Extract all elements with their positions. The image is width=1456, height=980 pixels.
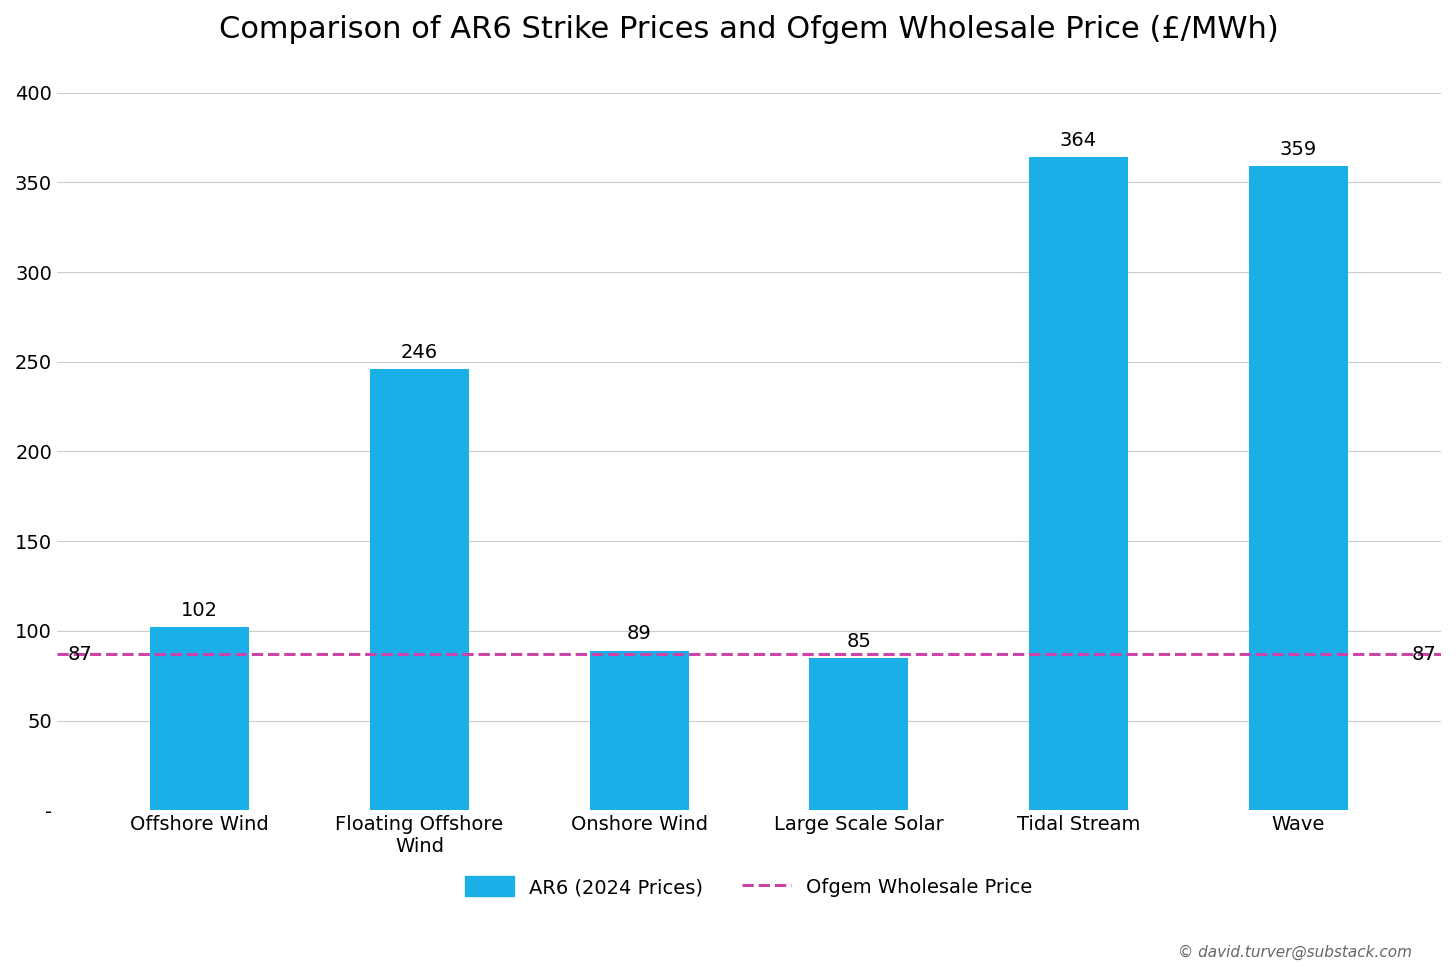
Bar	[370, 368, 469, 810]
Text: 85: 85	[846, 632, 871, 651]
Legend: AR6 (2024 Prices), Ofgem Wholesale Price: AR6 (2024 Prices), Ofgem Wholesale Price	[457, 868, 1041, 905]
Bar	[150, 627, 249, 810]
Bar	[1029, 157, 1128, 810]
Bar	[810, 658, 909, 810]
Text: 359: 359	[1280, 140, 1316, 159]
Text: 87: 87	[1412, 645, 1437, 663]
Text: 102: 102	[182, 601, 218, 620]
Text: 87: 87	[68, 645, 93, 663]
Text: 364: 364	[1060, 131, 1096, 150]
Title: Comparison of AR6 Strike Prices and Ofgem Wholesale Price (£/MWh): Comparison of AR6 Strike Prices and Ofge…	[218, 15, 1278, 44]
Text: © david.turver@substack.com: © david.turver@substack.com	[1178, 945, 1412, 960]
Text: 246: 246	[400, 343, 438, 362]
Bar	[590, 651, 689, 810]
Text: 89: 89	[626, 624, 651, 644]
Bar	[1249, 167, 1348, 810]
